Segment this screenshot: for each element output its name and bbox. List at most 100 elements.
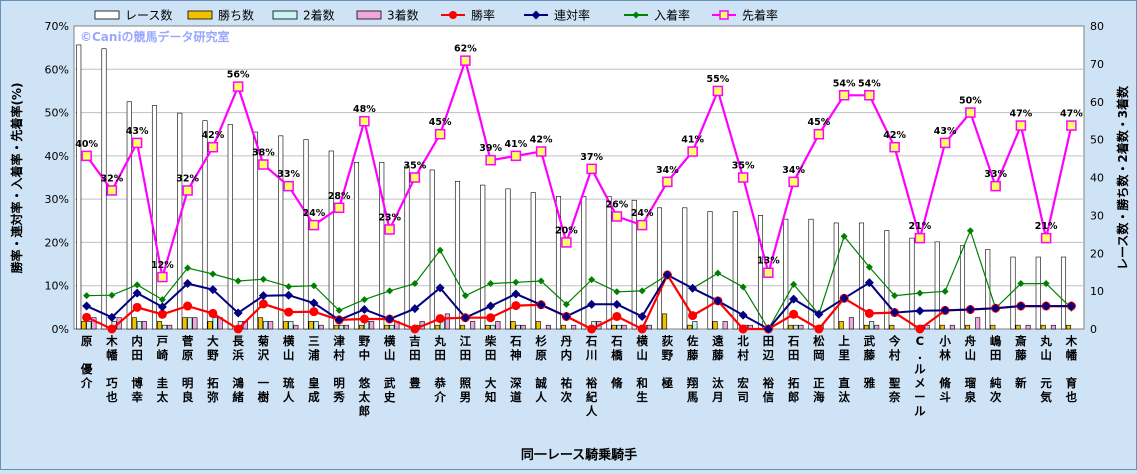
- race-count-bar: [429, 169, 435, 330]
- ahead-rate-data-label: 48%: [353, 104, 376, 115]
- second-count-bar: [692, 321, 698, 330]
- ahead-rate-data-label: 56%: [227, 70, 250, 81]
- top2-rate-point: [157, 302, 167, 312]
- y-axis-left: 0% 10% 20% 30% 40% 50% 60% 70%: [45, 20, 69, 336]
- win-rate-point: [915, 324, 925, 334]
- y-axis-left-title: 勝率・連対率・入着率・先着率(%): [9, 83, 24, 274]
- top2-rate-point: [410, 304, 420, 314]
- top3-rate-point: [891, 292, 899, 300]
- y-axis-right-title: レース数・勝ち数・2着数・3着数: [1115, 85, 1130, 270]
- win-rate-point: [612, 311, 622, 321]
- top2-rate-point: [763, 324, 773, 334]
- win-count-bar: [131, 317, 137, 330]
- x-tick-label: 丹内 祐次: [561, 334, 573, 404]
- ahead-rate-point: [283, 180, 294, 192]
- ahead-rate-data-label: 12%: [151, 260, 174, 271]
- y-right-tick-label: 50: [1090, 134, 1104, 147]
- win-count-bar: [611, 324, 617, 330]
- top3-rate-point: [83, 292, 91, 300]
- x-tick-label: 長浜 鴻緒: [232, 334, 244, 404]
- ahead-rate-point: [308, 219, 320, 231]
- x-tick-label: 小林 脩斗: [938, 334, 951, 404]
- top2-rate-point: [940, 305, 950, 315]
- data-labels: 40%32%43%12%32%42%56%38%33%24%28%48%23%3…: [75, 44, 1083, 271]
- x-tick-label: 石橋 脩: [610, 334, 623, 390]
- win-rate-point: [864, 308, 874, 318]
- top2-rate-point: [561, 311, 571, 321]
- ahead-rate-line: [85, 56, 1073, 278]
- race-count-bar: [934, 241, 940, 330]
- x-tick-label: 松岡 正海: [813, 334, 825, 404]
- top2-rate-point: [789, 294, 799, 304]
- top2-rate-point: [359, 305, 369, 315]
- y-right-tick-label: 60: [1090, 96, 1104, 109]
- third-count-bar: [545, 324, 551, 330]
- win-count-bar: [308, 321, 314, 330]
- top2-rate-point: [309, 298, 319, 308]
- second-count-bar: [338, 324, 344, 330]
- race-count-bar: [353, 162, 360, 330]
- race-count-bar: [581, 196, 587, 330]
- top2-rate-point: [208, 285, 218, 295]
- ahead-rate-point: [131, 137, 143, 149]
- win-count-bar: [788, 324, 794, 330]
- win-rate-point: [814, 324, 824, 334]
- win-count-bar: [434, 324, 440, 330]
- ahead-rate-data-label: 34%: [782, 165, 805, 176]
- win-rate-point: [738, 324, 748, 334]
- win-rate-point: [435, 314, 445, 324]
- top2-rate-point: [486, 301, 496, 311]
- second-count-bar: [313, 321, 319, 330]
- top3-rate-point: [613, 288, 621, 296]
- line-series: [85, 56, 1073, 331]
- win-rate-point: [284, 307, 294, 317]
- win-count-bar: [460, 324, 466, 330]
- third-count-bar: [848, 317, 854, 330]
- win-rate-point: [183, 301, 193, 311]
- top2-rate-point: [460, 313, 470, 323]
- legend-win-rate-marker: [449, 11, 457, 19]
- race-count-bar: [505, 188, 511, 330]
- top2-rate-point: [82, 301, 92, 311]
- ahead-rate-point: [434, 128, 446, 140]
- top3-rate-point: [360, 296, 368, 304]
- ahead-rate-point: [106, 185, 118, 196]
- ahead-rate-data-label: 35%: [732, 161, 755, 172]
- top2-rate-point: [334, 315, 344, 325]
- win-count-bar: [384, 324, 390, 330]
- top3-rate-point: [259, 275, 267, 283]
- ahead-rate-point: [763, 267, 774, 278]
- win-rate-point: [82, 312, 92, 322]
- ahead-rate-point: [1040, 232, 1052, 244]
- top3-rate-point: [133, 281, 141, 289]
- top2-rate-point: [662, 270, 672, 280]
- win-count-bar: [1040, 324, 1046, 330]
- ahead-rate-data-label: 50%: [959, 96, 982, 107]
- top2-rate-point: [132, 288, 142, 298]
- top2-rate-point: [738, 310, 748, 320]
- x-tick-label: 木幡 育也: [1065, 334, 1078, 404]
- x-tick-label: 荻野 極: [661, 334, 674, 390]
- ahead-rate-data-label: 38%: [252, 148, 275, 159]
- watermark: ©Caniの競馬データ研究室: [80, 29, 230, 44]
- race-count-bar: [303, 139, 309, 330]
- x-tick-label: 嶋田 純次: [990, 334, 1002, 404]
- top3-rate-point: [739, 283, 747, 291]
- x-tick-label: 吉田 豊: [409, 334, 421, 390]
- ahead-rate-data-label: 33%: [277, 169, 300, 180]
- legend-seconds-swatch: [272, 10, 298, 20]
- x-tick-label: 横山 武史: [384, 334, 396, 404]
- ahead-rate-data-label: 42%: [530, 135, 553, 146]
- top2-rate-point: [965, 305, 975, 315]
- top2-rate-point: [991, 303, 1001, 313]
- top3-rate-point: [588, 276, 596, 284]
- ahead-rate-data-label: 13%: [757, 256, 780, 267]
- win-count-bar: [838, 321, 844, 330]
- x-tick-label: 津村 明秀: [332, 334, 345, 404]
- win-rate-point: [258, 299, 268, 309]
- race-count-bar: [606, 196, 612, 330]
- race-count-bar: [884, 230, 890, 330]
- y-right-tick-label: 40: [1090, 172, 1104, 185]
- top3-rate-point: [234, 277, 242, 285]
- ahead-rate-point: [687, 146, 698, 157]
